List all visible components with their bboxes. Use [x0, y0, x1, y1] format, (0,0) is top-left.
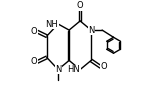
Text: O: O [101, 62, 107, 71]
Text: NH: NH [45, 19, 58, 29]
Text: N: N [55, 65, 61, 74]
Text: O: O [31, 27, 37, 36]
Text: O: O [31, 57, 37, 66]
Text: O: O [77, 1, 83, 10]
Text: N: N [88, 26, 94, 35]
Text: HN: HN [67, 65, 80, 74]
